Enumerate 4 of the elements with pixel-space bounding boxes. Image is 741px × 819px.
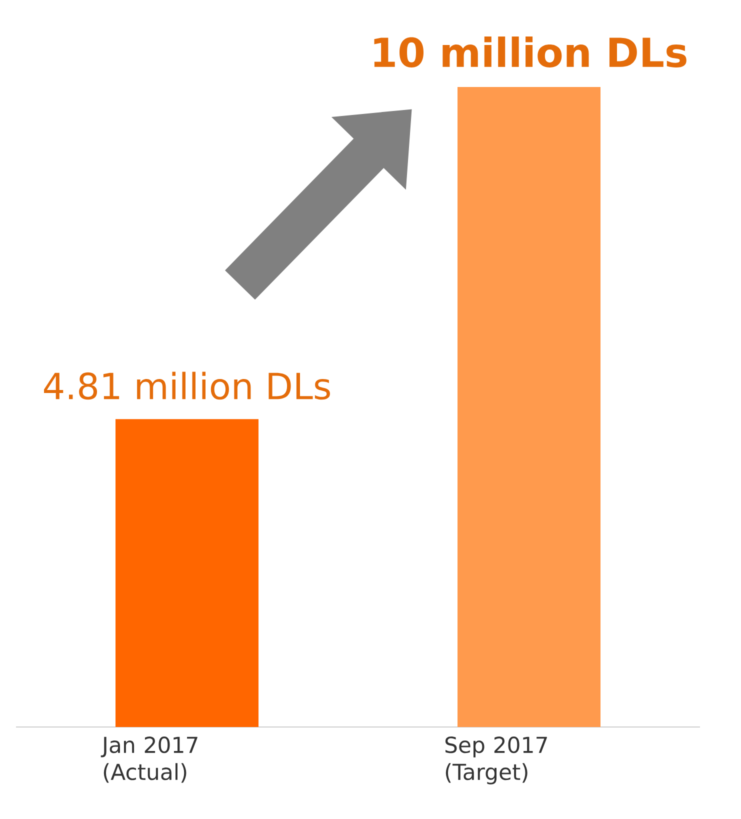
x-tick-label: Jan 2017 (Actual) <box>100 736 198 783</box>
data-label: 10 million DLs <box>374 36 686 68</box>
x-tick-label: Sep 2017 (Target) <box>445 736 547 784</box>
data-label: 4.81 million DLs <box>44 372 330 400</box>
